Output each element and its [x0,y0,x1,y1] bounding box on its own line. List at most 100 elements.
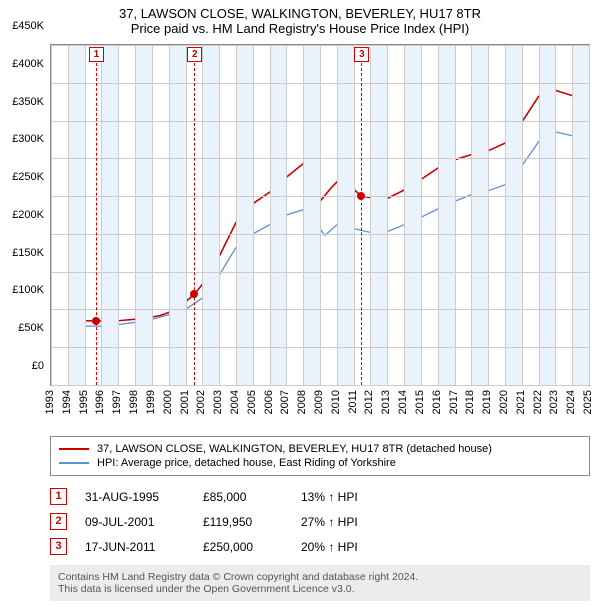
y-tick-label: £350K [12,96,44,108]
y-tick-label: £50K [18,322,44,334]
v-gridline [522,45,523,385]
year-band [101,45,118,385]
legend-row: 37, LAWSON CLOSE, WALKINGTON, BEVERLEY, … [59,442,581,456]
x-tick-label: 2012 [363,390,375,414]
x-axis-labels: 1993199419951996199719981999200020012002… [50,386,590,430]
year-band [370,45,387,385]
event-price: £119,950 [203,515,283,529]
v-gridline [539,45,540,385]
year-band [438,45,455,385]
x-tick-label: 2011 [347,390,359,414]
v-gridline [387,45,388,385]
event-row: 2 09-JUL-2001 £119,950 27% ↑ HPI [50,509,590,534]
x-tick-label: 2021 [515,390,527,414]
event-date: 09-JUL-2001 [85,515,185,529]
v-gridline [471,45,472,385]
v-gridline [337,45,338,385]
legend-swatch [59,462,89,464]
x-tick-label: 2005 [246,390,258,414]
marker-dot [190,290,198,298]
v-gridline [421,45,422,385]
event-flag: 1 [50,488,67,505]
v-gridline [505,45,506,385]
x-tick-label: 2019 [481,390,493,414]
y-tick-label: £300K [12,133,44,145]
v-gridline [572,45,573,385]
v-gridline [85,45,86,385]
event-date: 31-AUG-1995 [85,490,185,504]
event-hpi: 20% ↑ HPI [301,540,401,554]
v-gridline [135,45,136,385]
legend-label: 37, LAWSON CLOSE, WALKINGTON, BEVERLEY, … [97,443,492,455]
marker-line [194,63,195,385]
year-band [135,45,152,385]
v-gridline [286,45,287,385]
x-tick-label: 2007 [279,390,291,414]
legend-row: HPI: Average price, detached house, East… [59,456,581,470]
plot-area: 123 [50,44,590,386]
x-tick-label: 2001 [179,390,191,414]
event-flag: 3 [50,538,67,555]
legend: 37, LAWSON CLOSE, WALKINGTON, BEVERLEY, … [50,436,590,476]
v-gridline [169,45,170,385]
year-band [404,45,421,385]
x-tick-label: 1994 [61,390,73,414]
x-tick-label: 2023 [548,390,560,414]
event-price: £250,000 [203,540,283,554]
v-gridline [152,45,153,385]
year-band [572,45,589,385]
x-tick-label: 1995 [78,390,90,414]
x-tick-label: 2017 [448,390,460,414]
event-date: 17-JUN-2011 [85,540,185,554]
titles: 37, LAWSON CLOSE, WALKINGTON, BEVERLEY, … [0,0,600,36]
year-band [539,45,556,385]
v-gridline [253,45,254,385]
title-line-2: Price paid vs. HM Land Registry's House … [0,21,600,36]
year-band [303,45,320,385]
v-gridline [202,45,203,385]
y-tick-label: £100K [12,284,44,296]
v-gridline [354,45,355,385]
v-gridline [186,45,187,385]
x-tick-label: 2025 [582,390,594,414]
x-tick-label: 1996 [94,390,106,414]
y-tick-label: £150K [12,247,44,259]
x-tick-label: 2024 [565,390,577,414]
marker-flag: 3 [354,47,369,62]
event-row: 131-AUG-1995£85,00013% ↑ HPI [50,484,590,509]
v-gridline [438,45,439,385]
x-tick-label: 2002 [195,390,207,414]
event-hpi: 27% ↑ HPI [301,515,401,529]
v-gridline [370,45,371,385]
year-band [505,45,522,385]
x-tick-label: 2000 [162,390,174,414]
legend-label: HPI: Average price, detached house, East… [97,457,396,469]
x-tick-label: 1999 [145,390,157,414]
x-tick-label: 2004 [229,390,241,414]
x-tick-label: 2008 [296,390,308,414]
year-band [270,45,287,385]
x-tick-label: 2020 [498,390,510,414]
v-gridline [320,45,321,385]
event-flag: 2 [50,513,67,530]
event-list: 131-AUG-1995£85,00013% ↑ HPI209-JUL-2001… [50,484,590,559]
x-tick-label: 2018 [464,390,476,414]
y-tick-label: £0 [32,360,44,372]
x-tick-label: 2014 [397,390,409,414]
event-row: 3 17-JUN-2011 £250,000 20% ↑ HPI [50,534,590,559]
footer-line-1: Contains HM Land Registry data © Crown c… [58,571,582,583]
marker-flag: 1 [89,47,104,62]
v-gridline [68,45,69,385]
year-band [471,45,488,385]
v-gridline [488,45,489,385]
v-gridline [555,45,556,385]
x-tick-label: 2016 [431,390,443,414]
v-gridline [589,45,590,385]
y-tick-label: £400K [12,58,44,70]
legend-swatch [59,448,89,450]
v-gridline [404,45,405,385]
x-tick-label: 1993 [44,390,56,414]
x-tick-label: 2003 [212,390,224,414]
title-line-1: 37, LAWSON CLOSE, WALKINGTON, BEVERLEY, … [0,6,600,21]
marker-line [361,63,362,385]
